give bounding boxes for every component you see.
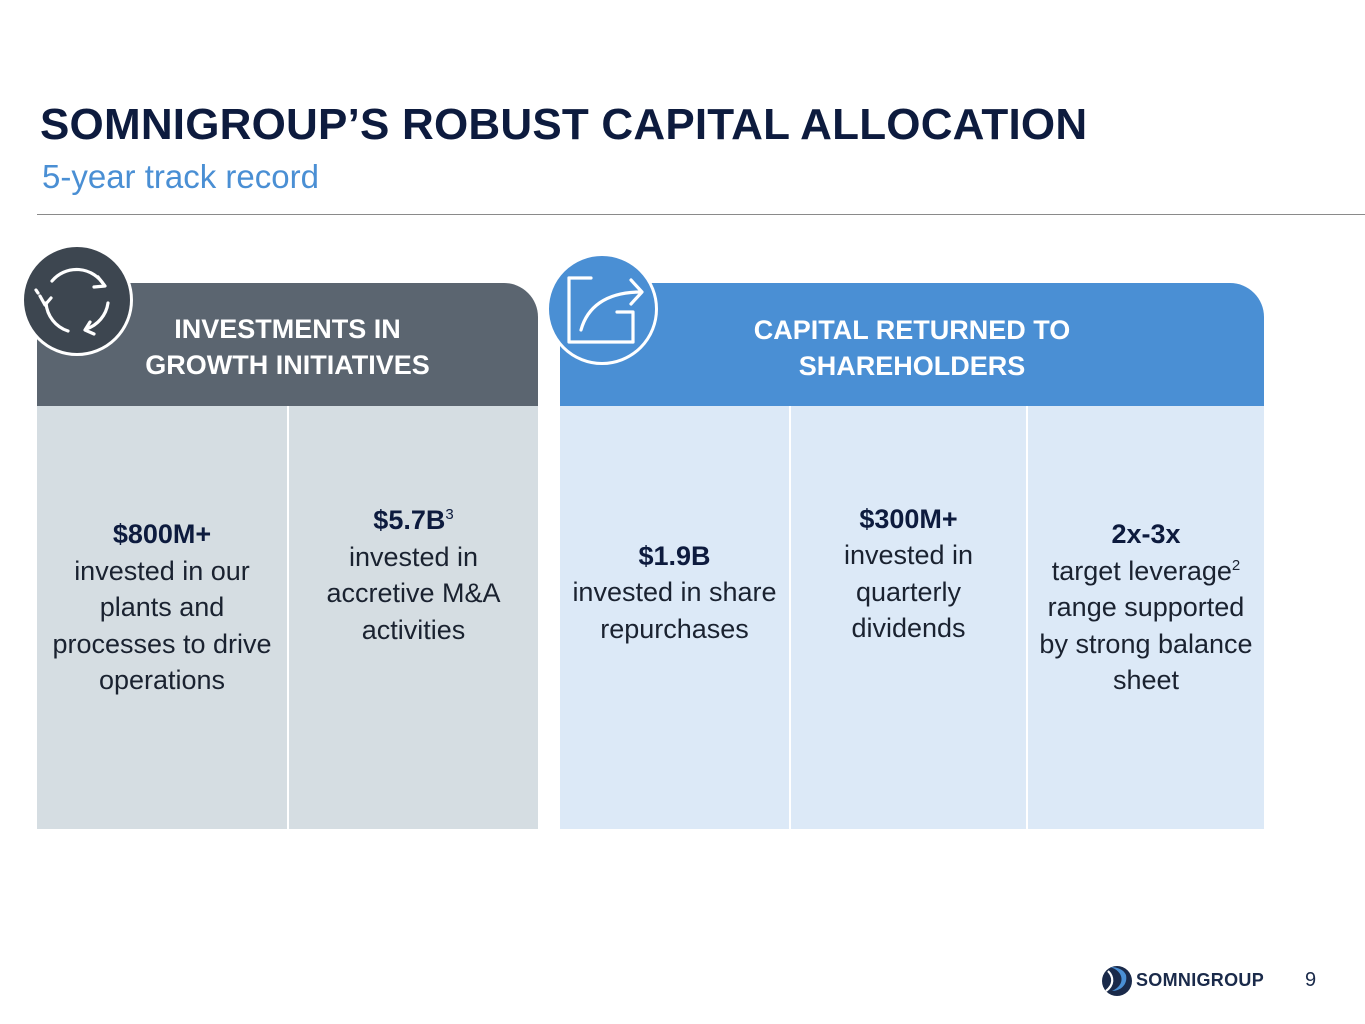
capital-stat-repurchases: $1.9B invested in share repurchases — [560, 406, 789, 829]
capital-panel-heading: CAPITAL RETURNED TO SHAREHOLDERS — [753, 314, 1071, 381]
stat-value: $800M+ — [112, 519, 212, 550]
share-arrow-icon — [546, 253, 658, 365]
stat-value: $300M+ — [859, 503, 958, 534]
stat-description: invested in quarterly dividends — [843, 540, 974, 643]
brand-name: SOMNIGROUP — [1136, 970, 1265, 990]
refresh-cycle-icon — [21, 244, 133, 356]
stat-value: $5.7B — [373, 505, 446, 535]
page-subtitle: 5-year track record — [42, 158, 319, 195]
footnote-marker: 3 — [445, 506, 454, 523]
stat-value: 2x-3x — [1111, 519, 1181, 550]
stat-description-tail: range supported by strong balance sheet — [1039, 592, 1253, 696]
footnote-marker: 2 — [1231, 556, 1241, 574]
stat-description-wrap: target leverage2 range supported by stro… — [1036, 553, 1256, 699]
page-title: SOMNIGROUP’S ROBUST CAPITAL ALLOCATION — [40, 100, 1088, 149]
brand-logo-mark — [1100, 961, 1134, 1001]
growth-stat-acquisitions: $5.7B3 invested in accretive M&A activit… — [289, 406, 538, 829]
stat-value-wrap: $5.7B3 — [297, 502, 530, 539]
stat-description-lead: target leverage — [1051, 555, 1232, 586]
growth-stat-plants: $800M+ invested in our plants and proces… — [37, 406, 287, 829]
page-number: 9 — [1305, 969, 1317, 991]
stat-description: invested in accretive M&A activities — [326, 541, 501, 645]
capital-panel-header: CAPITAL RETURNED TO SHAREHOLDERS — [560, 283, 1264, 406]
capital-stat-leverage: 2x-3x target leverage2 range supported b… — [1028, 406, 1264, 829]
growth-panel-heading: INVESTMENTS IN GROWTH INITIATIVES — [145, 313, 430, 380]
stat-description: invested in share repurchases — [572, 577, 777, 644]
stat-description: invested in our plants and processes to … — [52, 555, 272, 696]
title-divider — [37, 214, 1365, 215]
stat-value: $1.9B — [638, 540, 711, 571]
capital-stat-dividends: $300M+ invested in quarterly dividends — [791, 406, 1026, 829]
